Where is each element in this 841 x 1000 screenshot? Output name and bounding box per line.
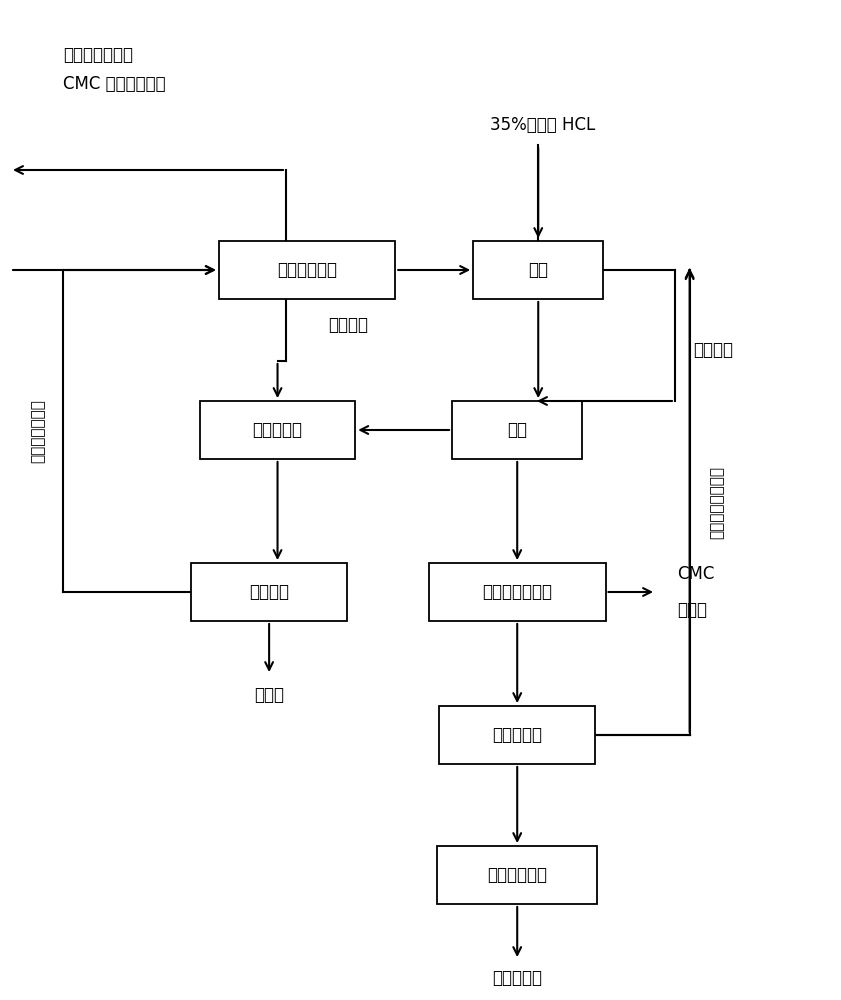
Text: 单效真空浓缩: 单效真空浓缩 xyxy=(277,261,337,279)
Text: 上层液离心分离: 上层液离心分离 xyxy=(482,583,553,601)
Bar xyxy=(437,846,597,904)
Text: 上层液蒸馏: 上层液蒸馏 xyxy=(492,726,542,744)
Text: 乙酸乙酯: 乙酸乙酯 xyxy=(693,341,733,359)
Text: 乙醇酸包装: 乙醇酸包装 xyxy=(492,969,542,987)
Text: 酸化: 酸化 xyxy=(528,261,548,279)
Bar xyxy=(219,241,395,299)
Text: 下层液中和: 下层液中和 xyxy=(252,421,303,439)
Text: 蒸出乙酸乙酯循环: 蒸出乙酸乙酯循环 xyxy=(709,466,724,539)
Bar xyxy=(473,241,603,299)
Bar xyxy=(192,563,346,621)
Text: 离心液继续浓缩: 离心液继续浓缩 xyxy=(30,399,45,463)
Text: 离心除盐: 离心除盐 xyxy=(249,583,289,601)
Text: 氢氧化钠: 氢氧化钠 xyxy=(328,316,368,334)
Text: 及杂质: 及杂质 xyxy=(677,601,707,619)
Bar xyxy=(452,401,582,459)
Bar xyxy=(200,401,355,459)
Text: 含乙醇蒸馏水配: 含乙醇蒸馏水配 xyxy=(63,46,133,64)
Text: CMC 洗涤乙醇溶液: CMC 洗涤乙醇溶液 xyxy=(63,75,166,93)
Text: CMC: CMC xyxy=(677,565,714,583)
Text: 萃取: 萃取 xyxy=(507,421,527,439)
Bar xyxy=(429,563,606,621)
Text: 氯化钠: 氯化钠 xyxy=(254,686,284,704)
Bar xyxy=(439,706,595,764)
Text: 釜底：乙醇酸: 釜底：乙醇酸 xyxy=(487,866,547,884)
Text: 35%盐酸或 HCL: 35%盐酸或 HCL xyxy=(489,116,595,134)
